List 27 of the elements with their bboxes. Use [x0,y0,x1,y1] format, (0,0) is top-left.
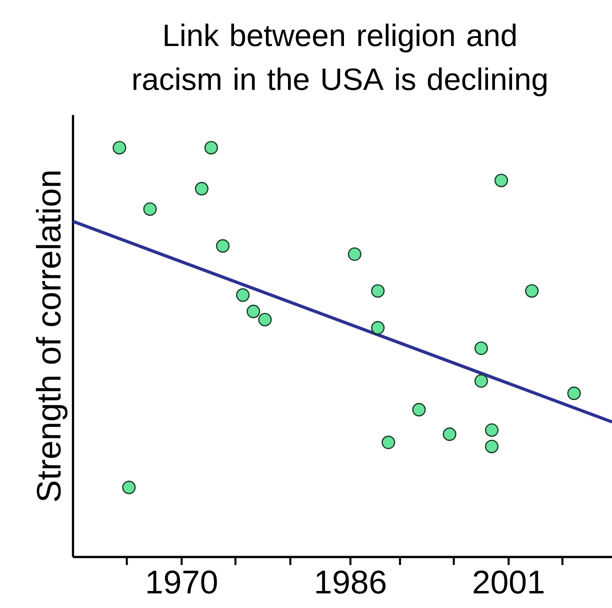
chart-title: Link between religion and racism in the USA is declining [134,24,546,96]
point [442,427,456,441]
point [122,480,136,494]
point [143,202,157,216]
point [484,423,499,437]
point [371,284,385,298]
point [216,239,230,253]
point [382,436,396,450]
point [204,140,218,154]
point [412,402,426,416]
point [525,284,539,298]
point [474,341,488,356]
point [567,386,581,400]
point [484,440,499,454]
point [348,247,362,261]
point [371,321,385,335]
point [258,312,272,326]
point [474,374,488,388]
point [246,304,260,318]
point [194,182,208,196]
point [494,174,508,188]
x-tick-label: 1970 [148,570,217,594]
x-tick-label: 2001 [474,570,544,594]
x-tick-label: 1986 [316,570,386,594]
point [112,140,126,154]
y-axis-title: Strength of correlation [36,172,68,502]
point [236,288,250,302]
